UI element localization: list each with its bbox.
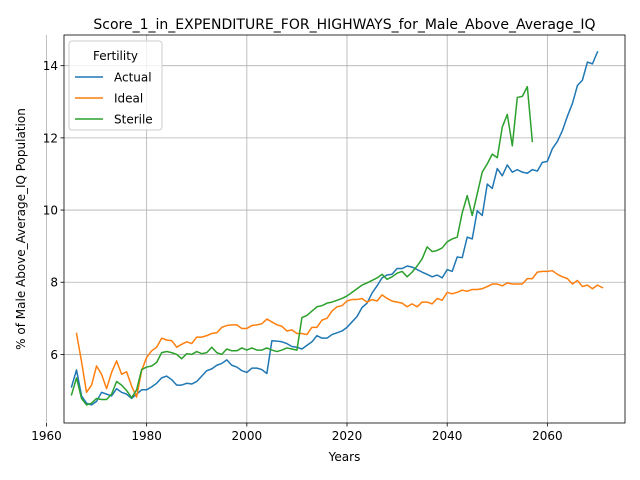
legend-title: Fertility <box>93 49 138 63</box>
series-line-sterile <box>70 85 534 406</box>
x-tick-label: 1980 <box>131 429 162 443</box>
legend-label-sterile: Sterile <box>114 113 153 127</box>
x-tick-label: 2040 <box>432 429 463 443</box>
legend-box <box>68 40 163 131</box>
plot-frame <box>63 34 626 424</box>
y-tick-label: 10 <box>43 204 58 218</box>
series-line-actual <box>70 50 599 406</box>
y-axis-title: % of Male Above_Average_IQ Population <box>14 108 28 350</box>
y-tick-label: 14 <box>43 59 58 73</box>
x-axis: 1960 1980 2000 2020 2040 2060 <box>31 423 563 443</box>
grid-lines <box>46 35 625 423</box>
legend: Fertility Actual Ideal Sterile <box>68 40 163 131</box>
series-lines <box>70 50 604 406</box>
chart-title: Score_1_in_EXPENDITURE_FOR_HIGHWAYS_for_… <box>93 17 595 33</box>
x-tick-label: 2000 <box>232 429 263 443</box>
y-tick-label: 12 <box>43 131 58 145</box>
x-tick-label: 2060 <box>532 429 563 443</box>
y-tick-label: 8 <box>50 276 58 290</box>
series-line-ideal <box>75 269 604 398</box>
legend-label-actual: Actual <box>114 71 152 85</box>
y-tick-label: 6 <box>50 348 58 362</box>
x-tick-label: 2020 <box>332 429 363 443</box>
x-tick-label: 1960 <box>31 429 62 443</box>
y-axis: 6 8 10 12 14 <box>43 59 64 362</box>
x-axis-title: Years <box>328 450 361 464</box>
legend-label-ideal: Ideal <box>114 92 143 106</box>
